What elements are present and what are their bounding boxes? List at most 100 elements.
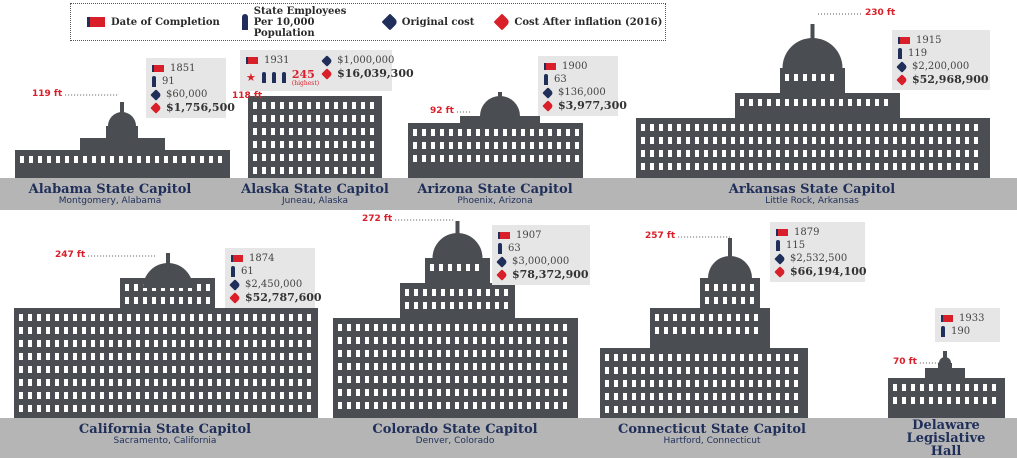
window [37,353,41,360]
window [446,402,450,409]
info-row: ★ 245 (highest) [246,67,319,87]
window [19,353,23,360]
window [100,405,104,412]
window [785,367,789,374]
window [722,163,726,170]
window [776,380,780,387]
window [704,124,708,131]
window [146,156,150,163]
window [253,366,257,373]
window [37,366,41,373]
window [365,389,369,396]
window [655,314,659,321]
window [893,384,897,391]
legend-label: Cost After inflation (2016) [514,16,663,28]
info-row: $1,000,000 [321,54,414,67]
window [459,302,463,309]
window [431,155,435,162]
info-row: $2,532,500 [774,252,859,265]
window [280,327,284,334]
window [749,163,753,170]
window [485,129,489,136]
window [190,327,194,334]
completed: 1915 [916,35,942,46]
tag-icon [774,252,786,265]
window [641,406,645,413]
window [19,327,23,334]
window [298,379,302,386]
window [527,389,531,396]
window [343,154,347,161]
window [938,137,942,144]
window [965,163,969,170]
window [199,392,203,399]
window [91,340,95,347]
window [695,354,699,361]
window [830,124,834,131]
window [410,376,414,383]
window [109,366,113,373]
window [830,99,834,106]
window [289,340,293,347]
window [127,353,131,360]
info-row: $52,787,600 [229,291,322,304]
window [307,115,311,122]
window [338,350,342,357]
window [509,350,513,357]
window [428,389,432,396]
window [347,376,351,383]
info-box: 1907 63 $3,000,000 $78,372,900 [492,225,590,285]
window [356,350,360,357]
window [173,156,177,163]
window [46,392,50,399]
window [767,137,771,144]
capitol-name: Colorado State Capitol [372,422,538,437]
info-row: 1907 [498,229,584,242]
window [749,124,753,131]
window [776,137,780,144]
tag-icon [542,86,554,99]
window [181,353,185,360]
window [956,150,960,157]
window [109,353,113,360]
window [370,167,374,174]
tag-red-icon [774,265,786,278]
window [56,156,60,163]
capitol-location: Phoenix, Arizona [457,196,533,206]
window [554,402,558,409]
person-icon [271,71,276,83]
window [289,392,293,399]
window [776,406,780,413]
capitol-location: Denver, Colorado [415,436,495,446]
window [190,366,194,373]
window [668,354,672,361]
height-label: 230 ft [865,8,896,18]
window [718,314,722,321]
window [491,402,495,409]
window [485,155,489,162]
window [477,302,481,309]
spire [728,238,732,258]
window [732,297,736,304]
spire [455,221,460,235]
window [794,74,798,81]
window [509,376,513,383]
window [459,289,463,296]
legend-item: Date of Completion [87,17,220,28]
window [473,363,477,370]
window [190,314,194,321]
capitol-location: Little Rock, Arkansas [765,196,859,206]
window [253,314,257,321]
window [884,124,888,131]
window [767,124,771,131]
window [271,128,275,135]
window [271,379,275,386]
window [473,389,477,396]
window [495,302,499,309]
window [668,380,672,387]
window [650,150,654,157]
window [563,363,567,370]
window [722,150,726,157]
window [383,337,387,344]
spire [943,351,947,359]
